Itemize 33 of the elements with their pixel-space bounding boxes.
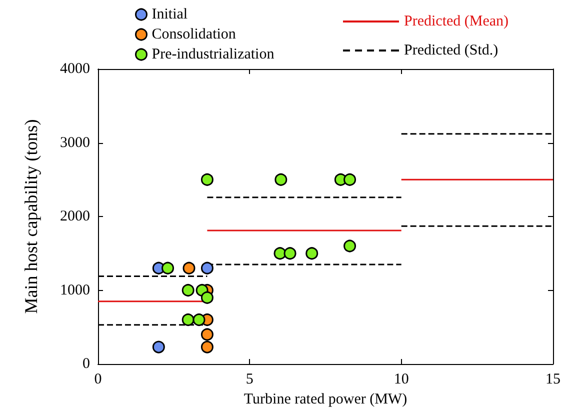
point	[344, 173, 356, 186]
legend-label: Initial	[152, 6, 188, 22]
y-tick-label: 4000	[60, 61, 90, 77]
point	[200, 340, 214, 354]
x-tick-label: 5	[246, 372, 254, 388]
point	[200, 291, 214, 304]
y-tick-label: 0	[82, 356, 90, 372]
legend-label: Pre-industrialization	[152, 46, 275, 62]
x-tick-label: 0	[94, 372, 102, 388]
point	[182, 262, 196, 274]
point	[344, 240, 356, 252]
x-tick-label: 15	[546, 372, 560, 388]
x-tick-label: 10	[394, 372, 409, 388]
point	[306, 247, 318, 260]
point	[182, 284, 194, 296]
legend-label: Predicted (Mean)	[404, 14, 509, 30]
legend-label: Consolidation	[152, 26, 236, 42]
point	[152, 340, 165, 354]
point	[274, 247, 286, 260]
point	[284, 247, 296, 260]
point	[162, 262, 174, 274]
point	[192, 314, 206, 326]
y-axis-title: Main host capability (tons)	[21, 119, 41, 314]
point	[274, 173, 288, 186]
x-axis-title: Turbine rated power (MW)	[244, 391, 408, 408]
legend-label: Predicted (Std.)	[404, 42, 498, 58]
y-tick-label: 3000	[60, 134, 90, 151]
y-tick-label: 1000	[60, 282, 90, 298]
point	[200, 173, 214, 186]
point	[182, 314, 194, 326]
point	[200, 328, 214, 341]
point	[200, 262, 214, 274]
y-tick-label: 2000	[60, 208, 90, 224]
